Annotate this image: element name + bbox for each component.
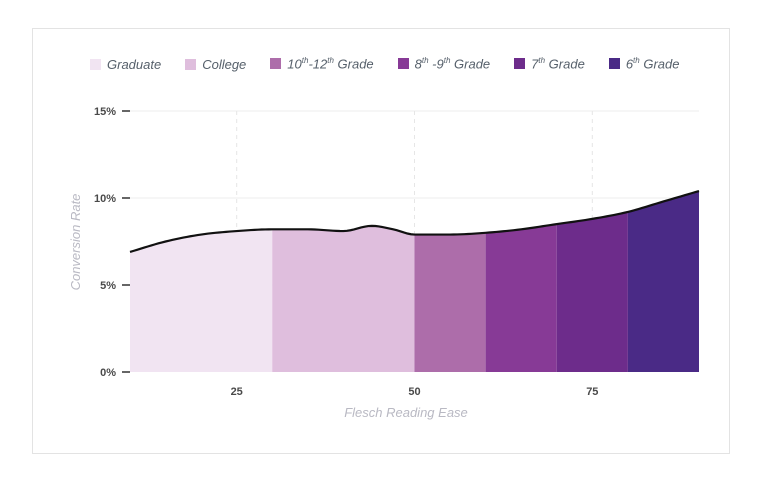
chart-legend: Graduate College 10th-12th Grade 8th -9th G… bbox=[90, 56, 679, 72]
legend-swatch bbox=[397, 58, 409, 70]
area-band bbox=[130, 229, 273, 372]
legend-swatch bbox=[90, 58, 101, 70]
legend-swatch bbox=[270, 58, 282, 70]
area-band bbox=[272, 225, 415, 372]
legend-label: 7th Grade bbox=[531, 56, 585, 72]
legend-item: Graduate bbox=[90, 57, 161, 72]
y-tick-label: 10% bbox=[94, 193, 116, 205]
y-tick-label: 5% bbox=[100, 280, 116, 292]
x-axis-title: Flesch Reading Ease bbox=[344, 405, 468, 420]
y-tick-label: 15% bbox=[94, 106, 116, 118]
legend-swatch bbox=[608, 58, 620, 70]
legend-item: 8th -9th Grade bbox=[397, 56, 491, 72]
area-band bbox=[485, 224, 557, 372]
legend-label: 8th -9th Grade bbox=[414, 56, 491, 72]
area-band bbox=[627, 191, 699, 372]
legend-swatch bbox=[514, 58, 526, 70]
legend-label: 6th Grade bbox=[625, 56, 680, 72]
legend-label: Graduate bbox=[107, 56, 162, 72]
x-tick-label: 50 bbox=[408, 386, 420, 398]
legend-label: College bbox=[202, 56, 247, 72]
legend-label: 10th-12th Grade bbox=[287, 56, 374, 72]
series-line bbox=[129, 189, 700, 253]
x-tick-label: 75 bbox=[586, 386, 598, 398]
area-band bbox=[556, 211, 628, 372]
legend-swatch bbox=[185, 58, 197, 70]
x-tick-label: 25 bbox=[231, 386, 243, 398]
legend-item: 6th Grade bbox=[608, 56, 680, 72]
y-axis-title: Conversion Rate bbox=[68, 194, 83, 291]
area-band bbox=[414, 232, 486, 372]
legend-item: College bbox=[185, 57, 246, 72]
legend-item: 7th Grade bbox=[514, 56, 585, 72]
legend-item: 10th-12th Grade bbox=[270, 56, 374, 72]
y-tick-label: 0% bbox=[100, 367, 116, 379]
